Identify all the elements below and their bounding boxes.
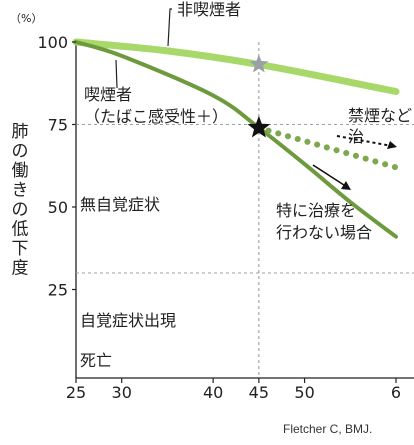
untreated-annotation: 特に治療を行わない場合: [276, 201, 372, 242]
zone-label-death: 死亡: [80, 351, 112, 370]
y-axis-label-char: の: [12, 200, 29, 220]
y-tick-label: 25: [48, 281, 68, 300]
series-quit-line: [255, 124, 400, 171]
y-axis-label-char: の: [12, 142, 29, 162]
y-axis-label-char: 下: [12, 239, 29, 259]
y-tick-label: 75: [48, 116, 68, 135]
x-tick-label: 30: [112, 383, 132, 402]
x-tick-label: 40: [203, 383, 223, 402]
x-tick-label: 45: [249, 383, 269, 402]
x-tick-label: 50: [294, 383, 314, 402]
series-label-smoker: 喫煙者（たばこ感受性＋）: [84, 85, 228, 126]
source-credit: Fletcher C, BMJ.: [283, 422, 372, 436]
zone-label-symptomatic: 自覚症状出現: [80, 311, 176, 330]
y-axis-label-char: 肺: [12, 122, 29, 142]
x-tick-label: 25: [66, 383, 86, 402]
y-tick-label: 100: [37, 33, 68, 52]
series-label-quit: 禁煙など治: [348, 106, 412, 146]
nonsmoker-leader-line: [167, 8, 172, 47]
y-unit-label: （%）: [10, 12, 42, 25]
quit-arrow-icon: [336, 135, 397, 149]
y-axis-label-char: き: [12, 181, 29, 201]
y-axis-label-char: 度: [12, 259, 29, 279]
star-marker-nonsmoker: [249, 54, 269, 73]
series-label-nonsmoker: 非喫煙者: [177, 0, 241, 19]
y-tick-label: 50: [48, 198, 68, 217]
y-axis-label-char: 低: [12, 220, 29, 240]
smoker-leader-line: [115, 59, 118, 89]
zone-label-asymptomatic: 無自覚症状: [80, 195, 160, 214]
x-tick-label: 6: [391, 383, 401, 402]
star-marker-smoker: [247, 115, 271, 138]
trend-arrow-icon: [312, 164, 351, 190]
y-axis-label-char: 働: [12, 161, 29, 181]
